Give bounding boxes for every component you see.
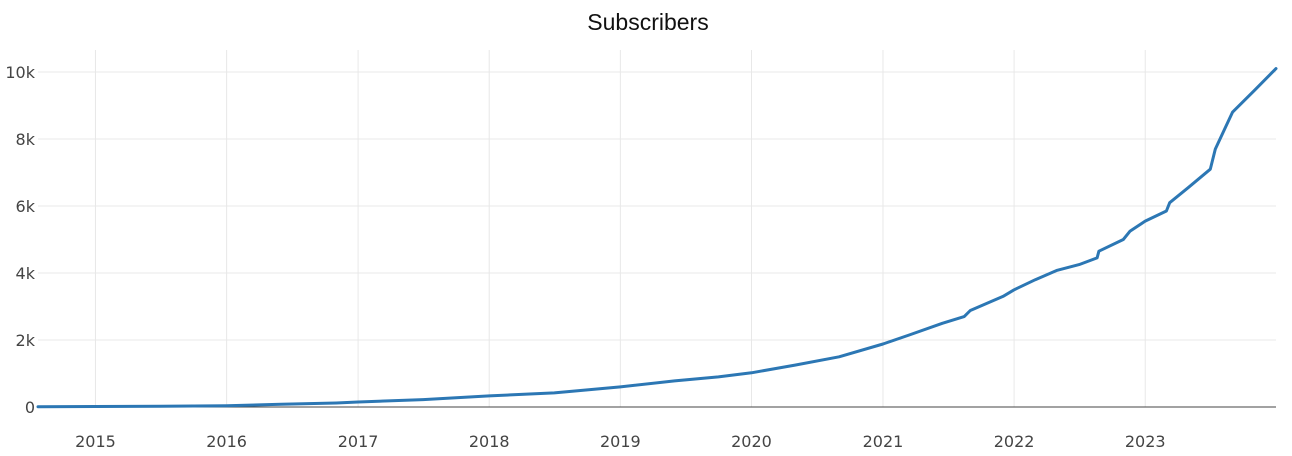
chart-title: Subscribers bbox=[587, 9, 708, 35]
series-line bbox=[36, 67, 1278, 409]
x-tick-label: 2018 bbox=[469, 432, 510, 451]
gridlines bbox=[38, 50, 1276, 408]
x-tick-label: 2023 bbox=[1125, 432, 1166, 451]
y-tick-label: 2k bbox=[16, 331, 36, 350]
x-tick-label: 2017 bbox=[338, 432, 379, 451]
x-tick-label: 2015 bbox=[75, 432, 116, 451]
x-tick-label: 2020 bbox=[731, 432, 772, 451]
axis-ticks: 2015 2016 2017 2018 2019 2020 2021 2022 2023 0 2k 4… bbox=[5, 63, 1165, 451]
x-tick-label: 2022 bbox=[994, 432, 1035, 451]
y-tick-label: 8k bbox=[16, 130, 36, 149]
y-tick-label: 10k bbox=[5, 63, 35, 82]
y-tick-label: 0 bbox=[25, 398, 35, 417]
y-tick-label: 6k bbox=[16, 197, 36, 216]
y-tick-label: 4k bbox=[16, 264, 36, 283]
x-tick-label: 2021 bbox=[863, 432, 904, 451]
x-tick-label: 2019 bbox=[600, 432, 641, 451]
x-tick-label: 2016 bbox=[206, 432, 247, 451]
series-layer bbox=[36, 67, 1278, 409]
